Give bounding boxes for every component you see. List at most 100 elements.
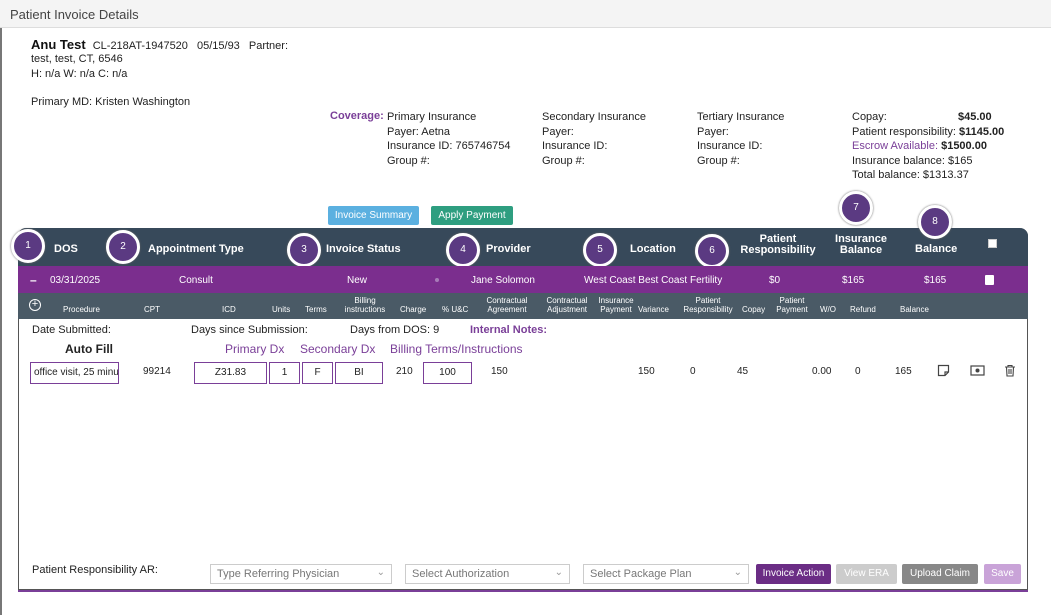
- col-patient-payment-line1: Patient: [779, 296, 805, 305]
- apply-payment-button[interactable]: Apply Payment: [431, 206, 513, 225]
- invoice-row[interactable]: – 03/31/2025 Consult New Jane Solomon We…: [18, 266, 1028, 293]
- header-location[interactable]: Location: [630, 243, 676, 255]
- chevron-down-icon: ⌄: [554, 567, 563, 578]
- primary-insurance: Primary Insurance Payer: Aetna Insurance…: [387, 110, 511, 168]
- line-refund: 0: [855, 366, 861, 377]
- authorization-select[interactable]: Select Authorization ⌄: [405, 564, 570, 584]
- invoice-action-button[interactable]: Invoice Action: [756, 564, 831, 584]
- invoice-summary-button[interactable]: Invoice Summary: [328, 206, 419, 225]
- tertiary-insurance: Tertiary Insurance Payer: Insurance ID: …: [697, 110, 784, 168]
- tertiary-insurance-id: Insurance ID:: [697, 140, 763, 152]
- col-patient-responsibility: Patient Responsibility: [678, 296, 738, 314]
- collapse-icon[interactable]: –: [30, 273, 37, 287]
- terms-input[interactable]: F: [302, 362, 333, 384]
- col-contractual-agreement-line2: Agreement: [487, 305, 527, 314]
- patient-dob: 05/15/93: [196, 40, 240, 52]
- line-copay: 45: [737, 366, 749, 377]
- header-patient-responsibility-line1: Patient: [759, 233, 797, 245]
- line-charge: 210: [396, 366, 413, 377]
- copay-line: Copay: $45.00: [852, 110, 1004, 125]
- col-procedure: Procedure: [63, 305, 100, 314]
- col-variance: Variance: [638, 305, 669, 314]
- line-contractual-agreement: 150: [491, 366, 508, 377]
- col-contractual-adjustment: Contractual Adjustment: [542, 296, 592, 314]
- col-balance: Balance: [900, 305, 929, 314]
- upload-claim-button[interactable]: Upload Claim: [902, 564, 978, 584]
- procedure-input[interactable]: office visit, 25 minu: [30, 362, 119, 384]
- header-patient-responsibility-line2: Responsibility: [740, 244, 816, 256]
- patient-responsibility-ar-label: Patient Responsibility AR:: [32, 564, 158, 576]
- patient-resp-label: Patient responsibility:: [852, 125, 956, 138]
- escrow-label[interactable]: Escrow Available:: [852, 140, 939, 152]
- header-patient-responsibility[interactable]: Patient Responsibility: [736, 234, 820, 256]
- row-note-icon[interactable]: [985, 275, 994, 285]
- col-contractual-adjustment-line2: Adjustment: [546, 305, 588, 314]
- primary-md: Primary MD: Kristen Washington: [31, 96, 191, 108]
- header-appointment-type[interactable]: Appointment Type: [148, 243, 244, 255]
- col-insurance-payment-line2: Payment: [600, 305, 632, 314]
- package-plan-select[interactable]: Select Package Plan ⌄: [583, 564, 749, 584]
- marker-3: 3: [287, 233, 321, 267]
- referring-physician-select[interactable]: Type Referring Physician ⌄: [210, 564, 392, 584]
- secondary-insurance-id: Insurance ID:: [542, 140, 608, 152]
- header-balance[interactable]: Balance: [915, 243, 958, 255]
- internal-notes-link[interactable]: Internal Notes:: [470, 324, 548, 336]
- line-balance: 165: [895, 366, 912, 377]
- patient-name: Anu Test: [31, 37, 86, 52]
- patient-resp-line: Patient responsibility: $1145.00: [852, 125, 1004, 140]
- row-appointment-type: Consult: [179, 275, 213, 286]
- header-dos[interactable]: DOS: [54, 243, 78, 255]
- col-wo: W/O: [820, 305, 836, 314]
- uc-input[interactable]: 100: [423, 362, 472, 384]
- days-since-submission: Days since Submission:: [191, 324, 308, 336]
- icd-input[interactable]: Z31.83: [194, 362, 267, 384]
- col-cpt: CPT: [144, 305, 160, 314]
- header-insurance-balance[interactable]: Insurance Balance: [826, 234, 896, 256]
- window-left-border: [0, 28, 2, 615]
- primary-insurance-title: Primary Insurance: [387, 111, 477, 123]
- col-insurance-payment: Insurance Payment: [596, 296, 636, 314]
- col-copay: Copay: [742, 305, 766, 314]
- partner-label: Partner:: [248, 40, 289, 52]
- view-era-button[interactable]: View ERA: [836, 564, 897, 584]
- coverage-label: Coverage:: [330, 110, 384, 122]
- secondary-group: Group #:: [542, 154, 585, 167]
- copay-value: $45.00: [958, 111, 992, 123]
- primary-insurance-id: Insurance ID: 765746754: [387, 140, 511, 152]
- patient-address: test, test, CT, 6546: [31, 53, 123, 65]
- row-provider: Jane Solomon: [471, 275, 535, 286]
- col-patient-responsibility-line1: Patient: [695, 296, 721, 305]
- header-invoice-status[interactable]: Invoice Status: [326, 243, 401, 255]
- col-insurance-payment-line1: Insurance: [598, 296, 634, 305]
- add-line-icon[interactable]: +: [29, 299, 41, 311]
- row-status: New: [347, 275, 368, 286]
- header-provider[interactable]: Provider: [486, 243, 531, 255]
- marker-6: 6: [695, 234, 729, 268]
- line-wo: 0.00: [812, 366, 832, 377]
- status-dot-icon: [435, 278, 439, 282]
- patient-header: Anu Test CL-218AT-1947520 05/15/93 Partn…: [31, 37, 288, 52]
- billing-input[interactable]: BI: [335, 362, 383, 384]
- patient-phones: H: n/a W: n/a C: n/a: [31, 68, 128, 80]
- patient-id: CL-218AT-1947520: [92, 40, 188, 52]
- date-submitted: Date Submitted:: [32, 324, 111, 336]
- invoice-panel: [18, 228, 1028, 590]
- auto-fill-label[interactable]: Auto Fill: [65, 342, 113, 356]
- billing-terms-label: Billing Terms/Instructions: [390, 342, 523, 356]
- trash-icon[interactable]: [1004, 364, 1016, 377]
- line-cpt: 99214: [143, 366, 171, 377]
- secondary-insurance-title: Secondary Insurance: [542, 111, 646, 123]
- marker-2: 2: [106, 230, 140, 264]
- payment-icon[interactable]: [970, 365, 985, 376]
- tertiary-payer: Payer:: [697, 125, 729, 138]
- col-charge: Charge: [400, 305, 427, 314]
- secondary-payer: Payer:: [542, 125, 574, 138]
- note-icon[interactable]: [937, 364, 950, 377]
- patient-resp-value: $1145.00: [959, 125, 1005, 138]
- col-contractual-adjustment-line1: Contractual: [546, 296, 588, 305]
- units-input[interactable]: 1: [269, 362, 300, 384]
- balance-summary: Copay: $45.00 Patient responsibility: $11…: [852, 110, 1004, 183]
- save-button[interactable]: Save: [984, 564, 1021, 584]
- header-select-all-checkbox[interactable]: [988, 239, 997, 248]
- primary-payer: Payer: Aetna: [387, 125, 450, 138]
